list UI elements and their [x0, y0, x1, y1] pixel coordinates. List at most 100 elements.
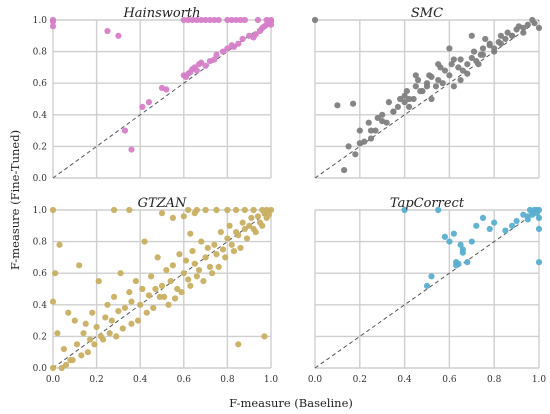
- data-point: [150, 304, 157, 312]
- data-point: [535, 225, 543, 233]
- data-point: [252, 31, 259, 38]
- data-point: [167, 278, 174, 285]
- x-tick-label: 0.4: [133, 375, 148, 385]
- data-point: [180, 270, 187, 277]
- x-tick-label: 0.0: [308, 375, 323, 385]
- data-point: [405, 103, 413, 110]
- data-point: [139, 103, 146, 110]
- data-point: [233, 16, 240, 24]
- y-tick-label: 0.8: [33, 48, 48, 58]
- data-point: [385, 99, 393, 106]
- data-point: [241, 225, 248, 233]
- data-point: [93, 323, 100, 331]
- data-point: [405, 95, 413, 103]
- data-point: [49, 206, 57, 214]
- data-point: [254, 16, 262, 24]
- data-point: [110, 206, 118, 214]
- data-point: [49, 23, 57, 30]
- data-point: [211, 56, 218, 63]
- data-point: [367, 127, 375, 134]
- data-point: [152, 285, 159, 293]
- data-point: [84, 349, 91, 356]
- data-point: [504, 29, 511, 36]
- data-point: [372, 127, 379, 134]
- data-point: [246, 222, 253, 229]
- data-point: [180, 16, 187, 24]
- data-point: [334, 102, 341, 109]
- data-point: [80, 330, 87, 337]
- data-point: [263, 16, 270, 24]
- panel-2: 0.0 0.2 0.4 0.6 0.8 1.0 0.0 0.2 0.4 0.6 0.8 1.0 GTZA…: [33, 196, 279, 385]
- data-point: [191, 260, 198, 267]
- data-point: [158, 282, 166, 289]
- data-point: [352, 151, 359, 158]
- data-point: [414, 76, 422, 84]
- data-point: [91, 341, 98, 348]
- data-point: [470, 48, 478, 55]
- data-point: [52, 270, 59, 277]
- data-point: [428, 73, 435, 80]
- x-tick-label: 0.6: [442, 375, 457, 385]
- data-point: [233, 206, 240, 214]
- data-point: [143, 309, 150, 316]
- data-point: [187, 230, 194, 237]
- data-point: [230, 43, 238, 50]
- data-point: [202, 206, 209, 214]
- data-point: [468, 32, 475, 39]
- data-point: [104, 27, 111, 35]
- data-point: [202, 16, 209, 24]
- data-point: [435, 76, 442, 84]
- data-point: [224, 206, 231, 214]
- data-point: [228, 16, 235, 24]
- data-point: [479, 214, 487, 221]
- data-point: [193, 67, 200, 74]
- data-point: [248, 214, 255, 221]
- data-point: [239, 219, 246, 226]
- data-point: [69, 357, 76, 364]
- y-tick-label: 1.0: [33, 16, 48, 26]
- data-point: [163, 266, 170, 274]
- diagonal-line: [314, 209, 540, 369]
- data-point: [58, 364, 65, 372]
- data-point: [432, 83, 440, 90]
- data-point: [49, 18, 57, 25]
- data-point: [89, 309, 96, 316]
- data-point: [356, 140, 363, 147]
- data-point: [379, 118, 386, 125]
- data-point: [219, 246, 227, 253]
- data-point: [423, 282, 431, 289]
- data-point: [486, 42, 493, 49]
- data-point: [56, 241, 63, 248]
- data-point: [250, 206, 257, 214]
- data-point: [224, 45, 231, 52]
- data-point: [224, 16, 231, 24]
- data-point: [102, 314, 109, 321]
- data-point: [49, 298, 57, 305]
- data-point: [457, 56, 464, 63]
- data-point: [163, 86, 170, 93]
- data-point: [104, 301, 111, 308]
- y-axis-label: F-measure (Fine-Tuned): [8, 130, 22, 270]
- data-point: [134, 317, 142, 324]
- data-point: [195, 266, 203, 274]
- data-point: [202, 62, 209, 69]
- data-point: [374, 114, 381, 122]
- data-point: [497, 40, 505, 47]
- x-tick-label: 0.6: [177, 375, 192, 385]
- y-tick-label: 0.4: [33, 111, 48, 121]
- data-point: [189, 247, 196, 255]
- y-tick-label: 0.0: [33, 174, 48, 184]
- data-point: [237, 244, 244, 252]
- data-point: [241, 16, 248, 24]
- data-point: [185, 276, 192, 283]
- data-point: [520, 24, 527, 31]
- y-tick-label: 1.0: [33, 206, 48, 216]
- data-point: [206, 263, 214, 270]
- data-point: [180, 213, 187, 220]
- data-point: [535, 24, 543, 31]
- panel-title: SMC: [411, 6, 443, 21]
- data-point: [497, 32, 505, 39]
- data-point: [154, 254, 161, 261]
- data-point: [435, 206, 442, 214]
- data-point: [119, 325, 126, 332]
